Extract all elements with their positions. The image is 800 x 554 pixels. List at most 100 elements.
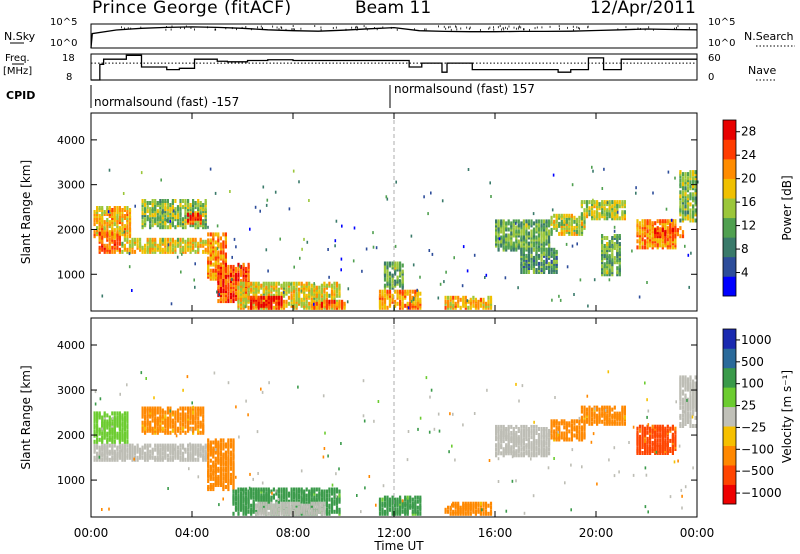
velocity-panel-cell [204, 443, 207, 448]
velocity-panel-cell [537, 451, 541, 456]
power-panel-cell [267, 281, 270, 286]
velocity-panel-cell [300, 495, 303, 500]
power-panel-cell [530, 233, 533, 238]
velocity-panel-cell [325, 499, 328, 504]
power-panel-cell [320, 283, 323, 288]
power-panel-speckle [346, 300, 349, 304]
velocity-panel-cell [545, 431, 548, 435]
power-panel-cell [106, 231, 109, 236]
velocity-panel-cell [277, 499, 280, 504]
velocity-panel-cell [194, 420, 197, 425]
velocity-panel-cell [267, 491, 270, 496]
power-panel-cell [686, 188, 690, 193]
velocity-panel-cell [250, 507, 253, 512]
power-panel-cell [510, 241, 513, 246]
velocity-panel-cell [449, 511, 452, 516]
power-panel-cell [694, 218, 697, 223]
velocity-panel-cell [176, 445, 180, 450]
power-panel-cell [207, 232, 210, 237]
velocity-panel-cell [255, 491, 258, 496]
power-panel-cell [260, 283, 263, 288]
power-panel-cell [101, 237, 104, 242]
power-panel-cell [275, 295, 278, 300]
velocity-panel-cell [530, 429, 533, 433]
velocity-panel-cell [510, 431, 513, 435]
power-panel-cell [214, 240, 217, 245]
power-panel-cell [522, 235, 525, 240]
velocity-panel-cell [333, 491, 336, 496]
power-panel-cell [199, 237, 202, 242]
velocity-panel-cell [401, 509, 404, 514]
velocity-panel-cell [184, 412, 187, 417]
velocity-panel-cell [174, 443, 177, 448]
power-panel-cell [383, 269, 387, 274]
velocity-panel-cell [484, 501, 488, 506]
power-panel-cell [255, 281, 258, 286]
power-panel-cell [98, 220, 101, 225]
power-panel-cell [603, 262, 606, 267]
power-panel-cell [686, 200, 690, 205]
velocity-panel-cell [260, 507, 263, 512]
velocity-panel-cell [313, 495, 316, 500]
power-panel-cell [532, 264, 536, 268]
power-panel-cell [181, 217, 185, 222]
power-panel-cell [123, 232, 126, 237]
velocity-panel-cell [113, 449, 116, 454]
power-panel-cell [98, 245, 101, 250]
power-panel-speckle [140, 171, 143, 175]
velocity-panel-cell [229, 450, 233, 455]
velocity-panel-cell [169, 414, 172, 419]
power-panel-speckle [170, 302, 173, 306]
power-panel-cell [386, 261, 389, 266]
power-panel-cell [101, 206, 104, 210]
power-panel-cell [159, 217, 162, 222]
velocity-panel-cell [517, 453, 520, 458]
velocity-panel-cell [232, 489, 235, 494]
power-panel-cell [184, 211, 187, 216]
power-panel-cell [287, 281, 291, 286]
power-panel-cell [618, 250, 621, 255]
power-panel-cell [270, 295, 273, 300]
power-panel-cell [174, 207, 177, 212]
power-panel-speckle [670, 218, 673, 222]
velocity-panel-cell [227, 456, 230, 461]
velocity-panel-cell [93, 455, 96, 460]
power-panel-cell [199, 223, 202, 228]
power-panel-speckle [490, 195, 492, 198]
velocity-panel-cell [527, 437, 530, 442]
power-panel-speckle [365, 247, 368, 251]
power-panel-cell [118, 220, 121, 225]
velocity-panel-cell [159, 410, 162, 415]
velocity-panel-cell [245, 507, 248, 512]
velocity-panel-cell [197, 457, 200, 462]
velocity-panel-cell [224, 450, 227, 455]
power-panel-cell [575, 217, 578, 222]
power-panel-cell [96, 232, 99, 237]
power-panel-speckle [207, 225, 209, 229]
power-panel-colorbar-frame [722, 119, 737, 297]
power-panel-cell [250, 287, 253, 292]
velocity-panel-cell [164, 420, 167, 425]
velocity-panel-cell [192, 447, 195, 452]
velocity-panel-cell [568, 429, 571, 434]
velocity-panel-cell [522, 433, 525, 437]
power-panel-cell [255, 295, 258, 300]
velocity-panel-cell [338, 499, 341, 504]
velocity-panel-cell [308, 491, 311, 496]
power-panel-cell [532, 268, 536, 272]
power-panel-cell [287, 287, 291, 292]
velocity-panel-cell [202, 422, 205, 427]
power-panel-cell [674, 243, 677, 248]
velocity-panel-cell [419, 499, 422, 504]
velocity-panel-cell [189, 420, 192, 425]
power-panel-cell [308, 281, 311, 286]
power-panel-cell [219, 236, 222, 241]
velocity-panel-cell [245, 487, 248, 492]
power-panel-cell [527, 253, 530, 258]
velocity-panel-cell [260, 501, 263, 506]
power-panel-cell [530, 247, 533, 252]
velocity-panel-cell [318, 491, 321, 496]
power-panel-cell [537, 245, 541, 250]
velocity-panel-cell [315, 487, 318, 492]
power-panel-cell [245, 279, 248, 283]
